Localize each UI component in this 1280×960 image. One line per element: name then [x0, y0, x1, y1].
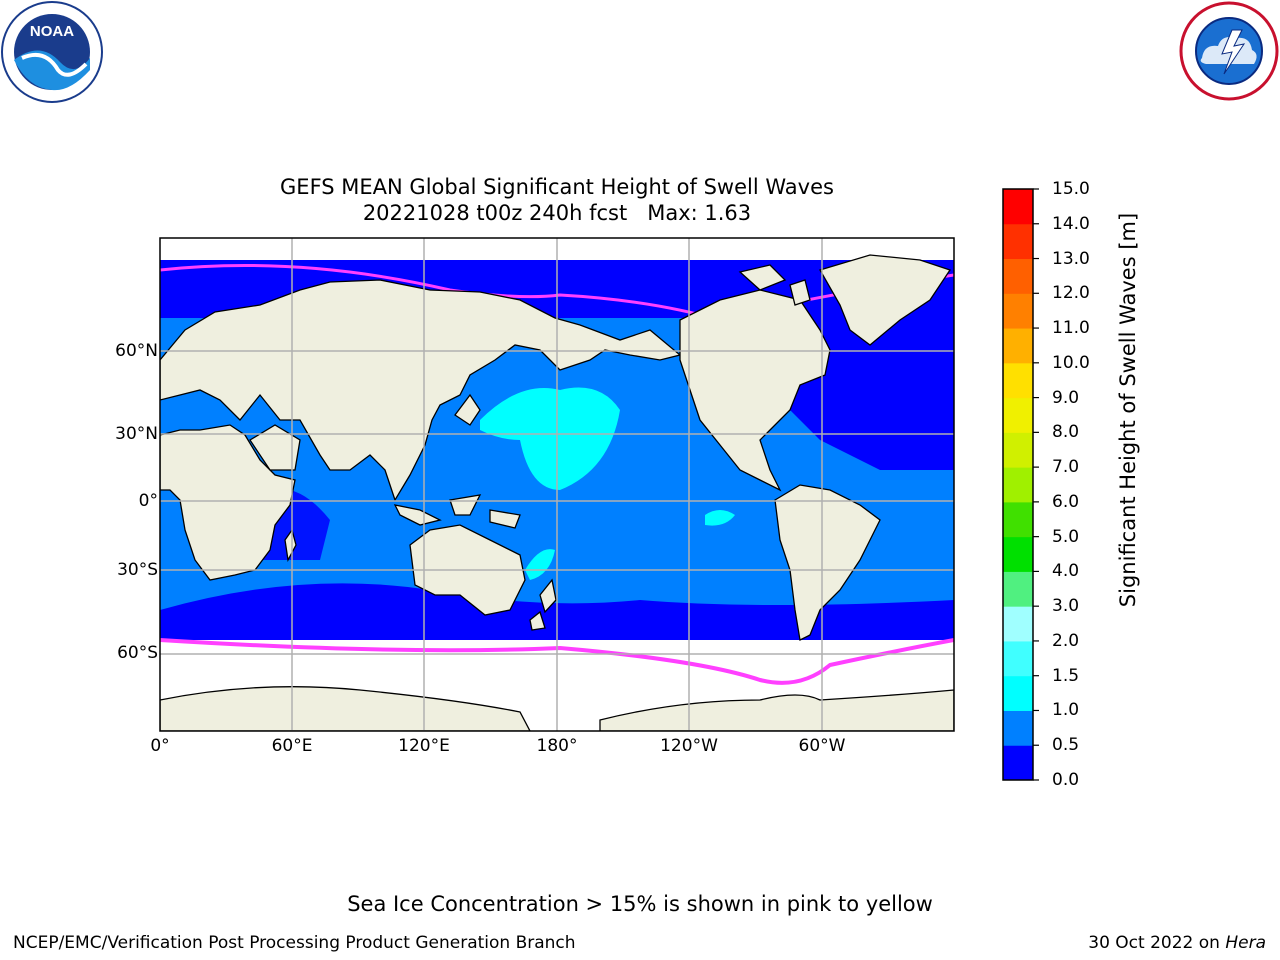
colorbar-tick-label: 12.0	[1052, 283, 1090, 304]
greenland-land	[819, 254, 952, 346]
colorbar-tick-label: 0.5	[1052, 735, 1080, 756]
footer-host: Hera	[1225, 933, 1266, 953]
colorbar-tick-label: 2.0	[1052, 630, 1080, 651]
colorbar-tick-label: 4.0	[1052, 561, 1080, 582]
antarctica-land	[160, 686, 531, 731]
colorbar-segment	[1003, 640, 1033, 677]
colorbar-tick-label: 13.0	[1052, 248, 1090, 269]
eurasia-land	[160, 279, 682, 502]
colorbar-tick-label: 5.0	[1052, 526, 1080, 547]
north-pacific-high-swell	[480, 387, 620, 490]
colorbar-segment	[1003, 397, 1033, 433]
lon-label-0: 0°	[150, 736, 170, 756]
lat-label-equator: 0°	[138, 491, 158, 511]
nws-logo	[1179, 1, 1279, 101]
colorbar-tick-label: 7.0	[1052, 457, 1080, 478]
footer-credit: NCEP/EMC/Verification Post Processing Pr…	[13, 933, 576, 953]
lat-label-30s: 30°S	[117, 560, 158, 580]
colorbar-segment	[1003, 745, 1033, 781]
colorbar-segment	[1003, 362, 1033, 399]
colorbar-segment	[1003, 432, 1033, 468]
colorbar-segment	[1003, 606, 1033, 642]
lon-label-120w: 120°W	[660, 736, 718, 756]
colorbar-segment	[1003, 710, 1033, 746]
colorbar-segment	[1003, 328, 1033, 364]
colorbar-segment	[1003, 223, 1033, 260]
colorbar-segment	[1003, 536, 1033, 572]
noaa-logo: NOAA	[1, 1, 103, 103]
colorbar-tick-label: 10.0	[1052, 352, 1090, 373]
footer-date: 30 Oct 2022 on Hera	[1088, 932, 1266, 954]
colorbar-segment	[1003, 675, 1033, 711]
colorbar-title: Significant Height of Swell Waves [m]	[1116, 212, 1140, 608]
lon-label-180: 180°	[536, 736, 578, 756]
colorbar-tick-label: 8.0	[1052, 422, 1080, 443]
colorbar-tick-label: 6.0	[1052, 491, 1080, 512]
colorbar-tick-label: 1.0	[1052, 700, 1080, 721]
chart-subtitle: 20221028 t00z 240h fcst Max: 1.63	[362, 201, 752, 225]
colorbar-segment	[1003, 189, 1033, 225]
sea-ice-edge-south	[160, 638, 954, 685]
map-grid	[160, 238, 954, 731]
colorbar-frame	[1002, 188, 1034, 781]
footer-date-text: 30 Oct 2022 on	[1088, 933, 1220, 953]
south-america-land	[774, 484, 881, 641]
lon-label-120e: 120°E	[398, 736, 450, 756]
colorbar-tick-label: 11.0	[1052, 318, 1090, 339]
colorbar-segment	[1003, 293, 1033, 329]
map-frame	[159, 237, 955, 732]
colorbar-segment	[1003, 501, 1033, 538]
colorbar-segment	[1003, 571, 1033, 607]
lon-label-60e: 60°E	[271, 736, 313, 756]
lat-label-30n: 30°N	[115, 424, 158, 444]
colorbar-segment	[1003, 467, 1033, 503]
colorbar-tick-label: 9.0	[1052, 387, 1080, 408]
colorbar-tick-label: 3.0	[1052, 596, 1080, 617]
lat-label-60n: 60°N	[115, 341, 158, 361]
lat-label-60s: 60°S	[117, 643, 158, 663]
colorbar-tick-label: 1.5	[1052, 665, 1080, 686]
colorbar-tick-label: 0.0	[1052, 770, 1080, 790]
lon-label-60w: 60°W	[798, 736, 846, 756]
north-america-land	[679, 289, 831, 492]
colorbar-tick-label: 14.0	[1052, 213, 1090, 234]
colorbar-tick-label: 15.0	[1052, 179, 1090, 199]
colorbar-segment	[1003, 258, 1033, 294]
africa-land	[160, 424, 296, 581]
sea-ice-note: Sea Ice Concentration > 15% is shown in …	[347, 892, 933, 916]
noaa-logo-text: NOAA	[30, 23, 74, 40]
chart-title: GEFS MEAN Global Significant Height of S…	[280, 175, 834, 199]
